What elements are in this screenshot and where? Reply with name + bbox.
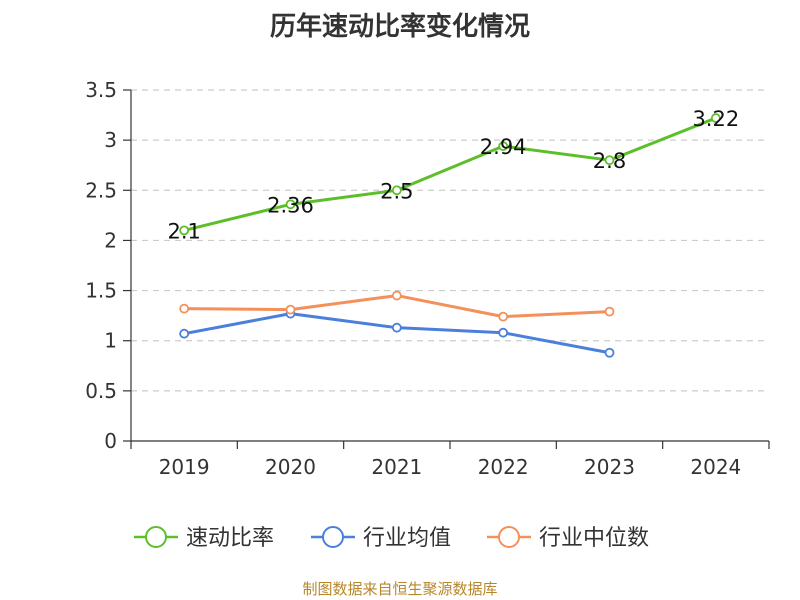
y-tick-label: 1.5: [85, 279, 117, 303]
data-point: [604, 347, 615, 358]
data-point: [285, 304, 296, 315]
data-label: 2.36: [267, 193, 314, 217]
x-tick-label: 2021: [371, 455, 422, 479]
legend-label: 行业中位数: [539, 526, 649, 551]
series-line-0: [183, 116, 717, 232]
legend-label: 行业均值: [363, 526, 451, 551]
y-tick-label: 3.5: [85, 78, 117, 102]
y-tick-label: 0: [104, 429, 117, 453]
legend-marker: [322, 526, 344, 548]
data-point: [179, 303, 190, 314]
y-tick-label: 0.5: [85, 379, 117, 403]
legend-marker: [498, 526, 520, 548]
data-label: 2.5: [380, 179, 413, 203]
legend-label: 速动比率: [186, 526, 274, 551]
data-label: 2.8: [593, 149, 626, 173]
data-point: [604, 306, 615, 317]
source-note: 制图数据来自恒生聚源数据库: [302, 580, 498, 598]
y-tick-label: 2: [104, 228, 117, 252]
x-tick-label: 2020: [265, 455, 316, 479]
chart-title: 历年速动比率变化情况: [269, 12, 530, 42]
data-point: [285, 199, 296, 210]
y-tick-label: 2.5: [85, 178, 117, 202]
legend-marker: [145, 526, 167, 548]
y-tick-label: 3: [104, 128, 117, 152]
data-point: [391, 185, 402, 196]
data-point: [179, 225, 190, 236]
data-point: [498, 327, 509, 338]
data-point: [498, 141, 509, 152]
data-point: [604, 155, 615, 166]
data-point: [498, 311, 509, 322]
x-tick-label: 2024: [690, 455, 741, 479]
data-point: [179, 328, 190, 339]
y-tick-label: 1: [104, 329, 117, 353]
x-tick-label: 2019: [159, 455, 210, 479]
series-line-1: [183, 312, 610, 355]
x-tick-label: 2022: [478, 455, 529, 479]
x-tick-label: 2023: [584, 455, 635, 479]
data-label: 2.1: [167, 219, 200, 243]
data-point: [710, 113, 721, 123]
data-point: [391, 290, 402, 301]
data-label: 2.94: [480, 135, 527, 159]
data-label: 3.22: [692, 107, 739, 131]
data-point: [391, 322, 402, 333]
